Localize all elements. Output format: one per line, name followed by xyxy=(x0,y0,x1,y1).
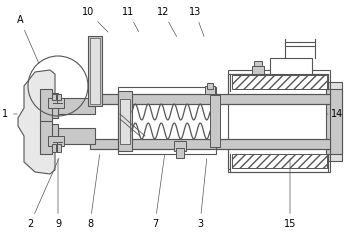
Bar xyxy=(174,141,186,151)
Bar xyxy=(328,82,342,161)
Bar xyxy=(270,58,312,74)
Bar xyxy=(40,89,52,122)
Text: 12: 12 xyxy=(157,7,177,37)
Bar xyxy=(88,36,102,106)
Bar xyxy=(120,99,130,144)
Bar xyxy=(205,86,215,94)
Text: 8: 8 xyxy=(87,155,100,229)
Bar xyxy=(228,70,330,172)
Text: 14: 14 xyxy=(327,109,343,119)
Bar xyxy=(55,98,95,114)
Text: 2: 2 xyxy=(27,159,59,229)
Bar xyxy=(232,75,327,89)
Bar xyxy=(90,38,100,104)
Text: 15: 15 xyxy=(284,159,296,229)
Bar xyxy=(207,83,213,89)
Polygon shape xyxy=(18,70,55,174)
Bar xyxy=(254,61,262,66)
Text: 13: 13 xyxy=(189,7,204,36)
Bar xyxy=(90,99,330,144)
Bar xyxy=(228,74,328,169)
Text: 7: 7 xyxy=(152,155,164,229)
Bar xyxy=(52,144,56,152)
Bar xyxy=(55,128,95,144)
Bar xyxy=(232,154,327,168)
Text: 10: 10 xyxy=(82,7,108,32)
Bar xyxy=(50,124,58,149)
Bar xyxy=(50,93,58,118)
Bar xyxy=(118,91,132,151)
Bar xyxy=(52,94,56,100)
Bar xyxy=(176,148,184,158)
Bar xyxy=(252,66,264,74)
Bar xyxy=(118,87,216,154)
Bar xyxy=(326,89,342,154)
Text: A: A xyxy=(17,15,39,63)
Bar xyxy=(48,98,64,108)
Bar xyxy=(57,94,61,100)
Text: 3: 3 xyxy=(197,159,207,229)
Bar xyxy=(90,139,330,149)
Bar xyxy=(210,95,220,147)
Text: 1: 1 xyxy=(2,109,17,119)
Text: 11: 11 xyxy=(122,7,139,31)
Bar xyxy=(57,144,61,152)
Bar xyxy=(230,74,328,94)
Bar xyxy=(90,94,330,104)
Bar xyxy=(40,121,52,154)
Bar xyxy=(48,136,64,146)
Text: 9: 9 xyxy=(55,159,61,229)
Bar xyxy=(230,152,328,172)
Bar xyxy=(230,92,328,154)
